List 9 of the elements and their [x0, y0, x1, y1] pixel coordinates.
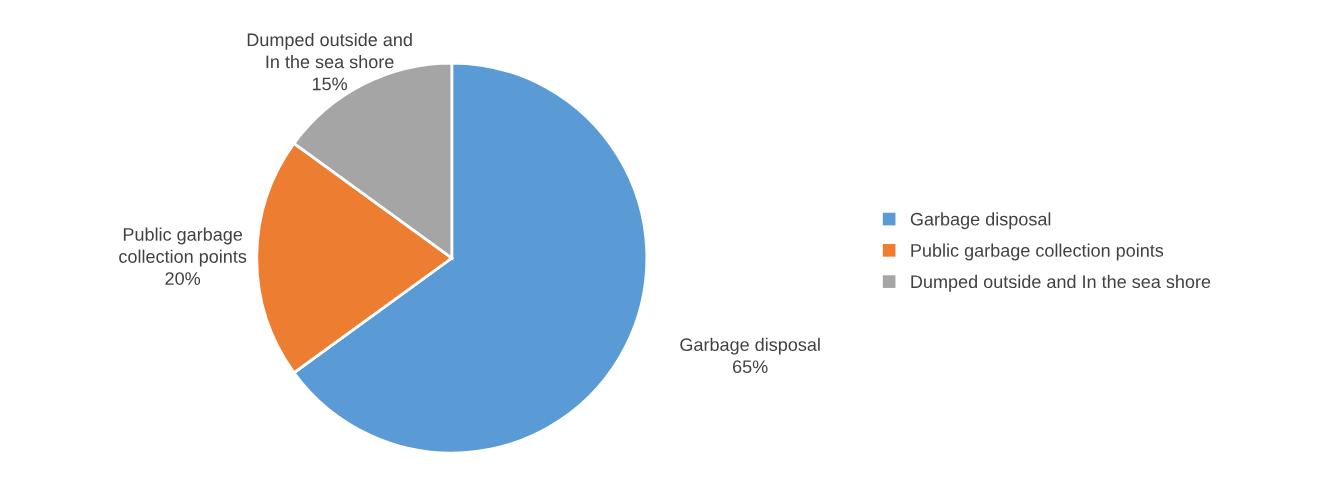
slice-label: Dumped outside and In the sea shore: [247, 32, 412, 69]
legend-label: Dumped outside and In the sea shore: [911, 274, 1211, 292]
data-label: 65%: [733, 360, 768, 374]
slice-label: Garbage disposal: [680, 337, 820, 355]
data-label: 20%: [165, 272, 201, 285]
slice-label: Public garbage collection points: [119, 227, 247, 267]
data-label: 15%: [312, 77, 348, 91]
legend-label: Public garbage collection points: [911, 243, 1164, 261]
legend-label: Garbage disposal: [910, 212, 1051, 230]
